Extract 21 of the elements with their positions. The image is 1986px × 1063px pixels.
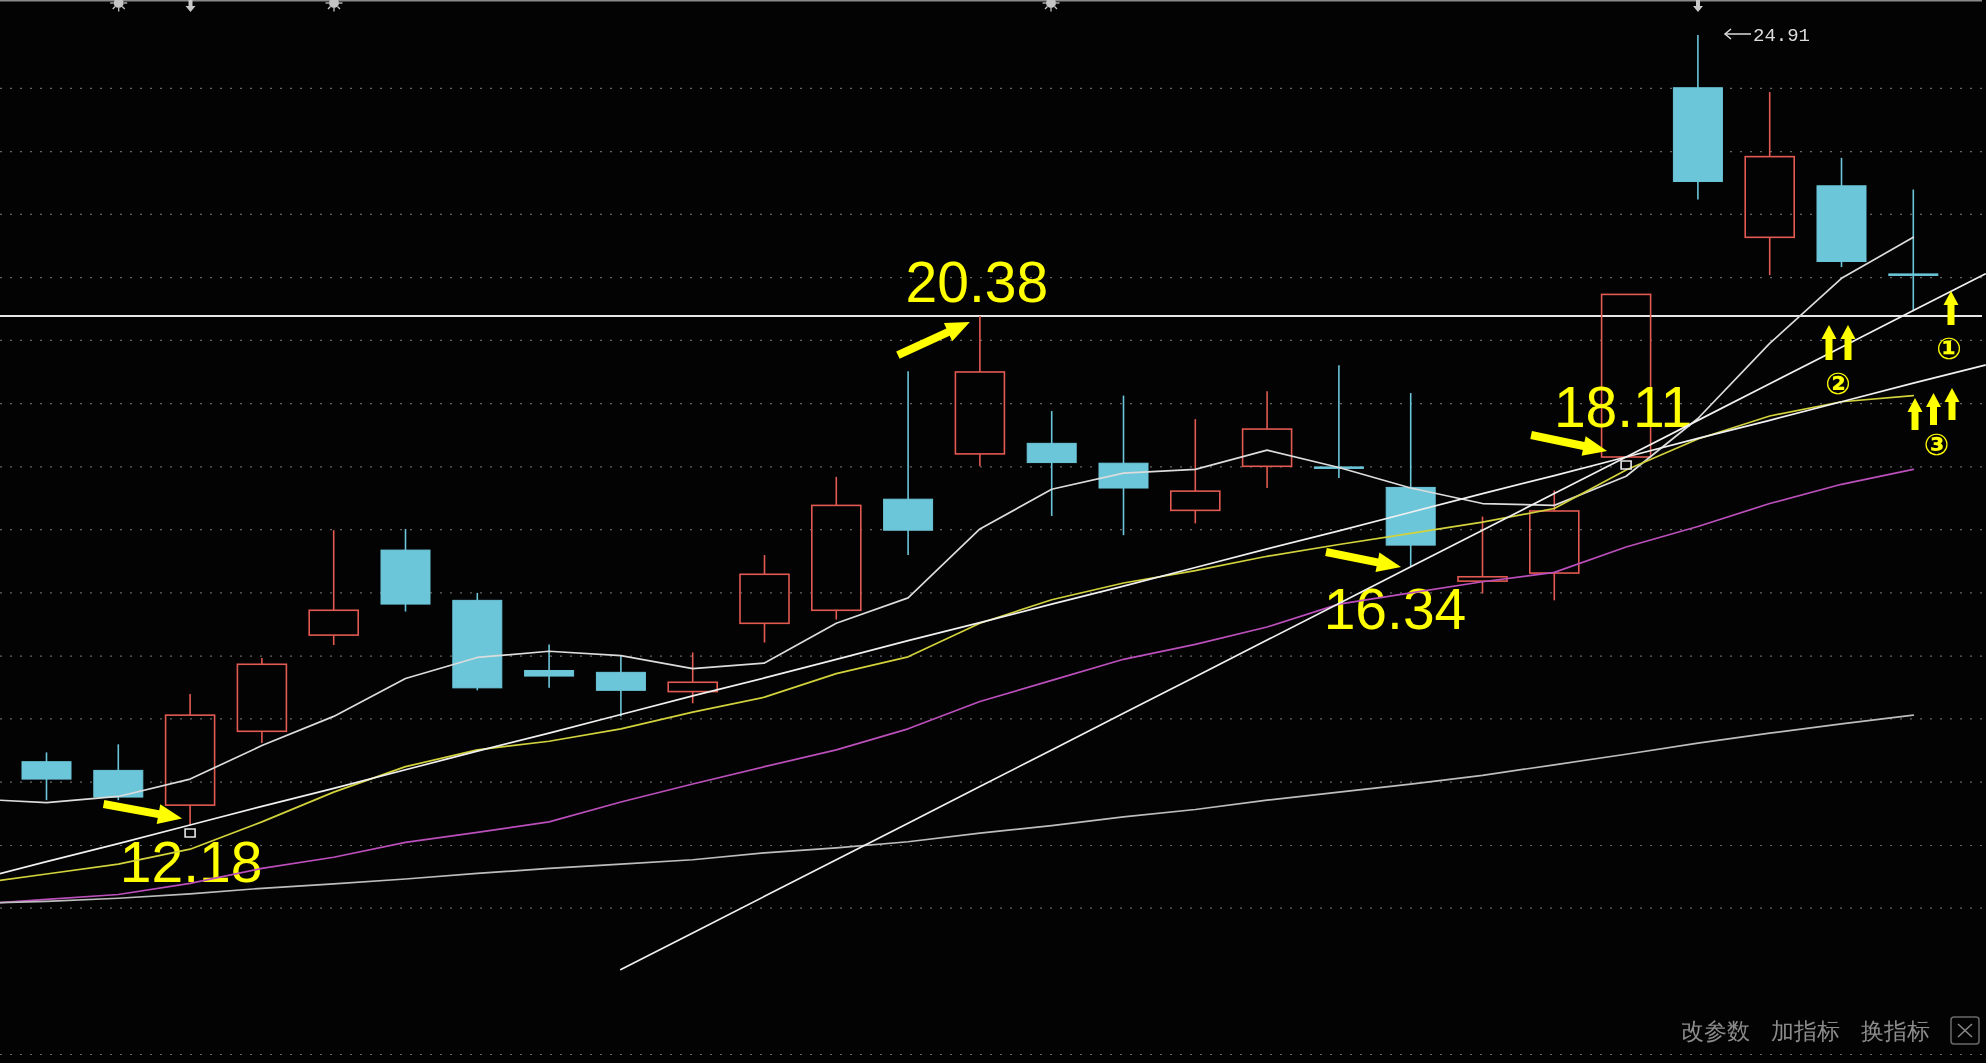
candlestick [1529,489,1580,602]
annotation: 16.34 [1323,577,1467,641]
annotation: ② [1825,366,1851,401]
candlestick [1241,390,1293,489]
candlestick [1744,91,1795,276]
candlestick [1313,364,1364,479]
candlestick [236,657,288,744]
candlestick [667,651,718,705]
candlestick [308,529,359,646]
candlestick [524,643,575,689]
candlestick [739,554,790,644]
text: 改参数 [1681,1018,1750,1044]
candlestick [164,693,216,826]
annotation: ① [1936,331,1962,366]
text: 加指标 [1771,1018,1840,1044]
candlestick [1888,188,1939,312]
annotation: 20.38 [905,250,1049,315]
annotation: ③ [1923,427,1950,462]
candlestick [954,315,1006,468]
annotation: 24.91 [1753,25,1811,47]
text: 换指标 [1860,1018,1930,1044]
